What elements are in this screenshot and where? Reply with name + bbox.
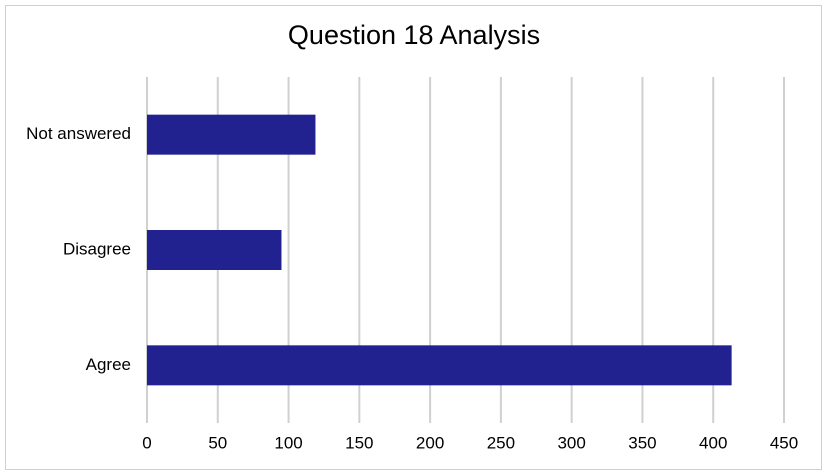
x-tick-label: 250 bbox=[487, 433, 515, 452]
bar bbox=[147, 345, 732, 386]
y-tick-label: Not answered bbox=[26, 124, 131, 143]
x-tick-label: 450 bbox=[770, 433, 798, 452]
x-tick-label: 350 bbox=[628, 433, 656, 452]
y-tick-label: Agree bbox=[86, 355, 131, 374]
x-tick-label: 100 bbox=[274, 433, 302, 452]
x-tick-label: 300 bbox=[557, 433, 585, 452]
x-tick-label: 50 bbox=[208, 433, 227, 452]
x-tick-label: 150 bbox=[345, 433, 373, 452]
bar bbox=[147, 114, 316, 155]
y-tick-label: Disagree bbox=[63, 239, 131, 258]
x-tick-label: 400 bbox=[699, 433, 727, 452]
chart-title: Question 18 Analysis bbox=[288, 20, 540, 50]
chart-frame bbox=[5, 5, 822, 470]
x-tick-label: 0 bbox=[142, 433, 151, 452]
bar bbox=[147, 230, 282, 270]
x-tick-label: 200 bbox=[416, 433, 444, 452]
